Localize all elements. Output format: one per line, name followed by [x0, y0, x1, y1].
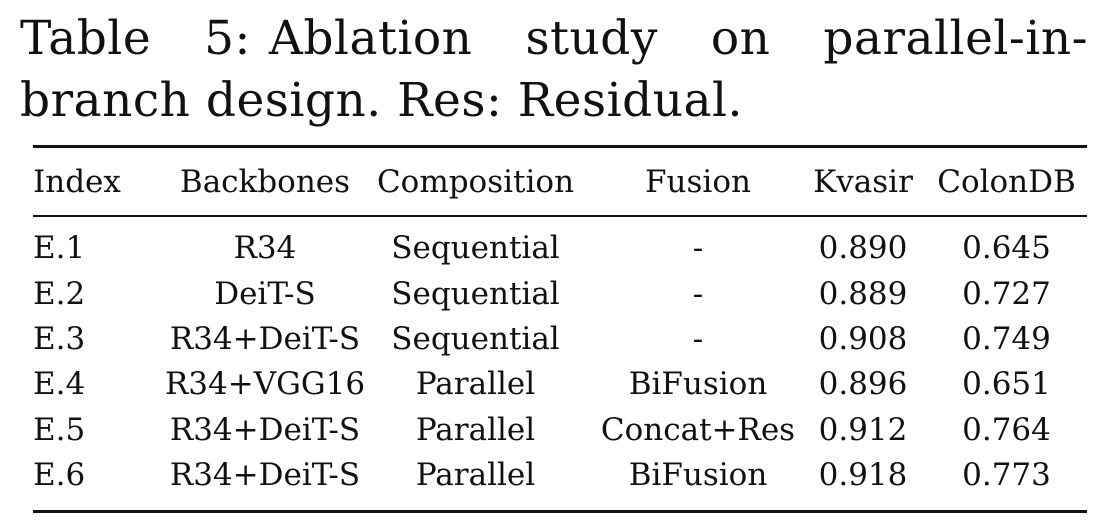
cell-composition: Sequential	[391, 230, 560, 266]
cell-fusion: BiFusion	[628, 457, 768, 493]
cell-colondb: 0.773	[962, 457, 1051, 493]
header-fusion: Fusion	[645, 164, 751, 200]
header-backbones: Backbones	[179, 164, 351, 200]
caption-text: Ablation study on parallel-in-branch des…	[20, 11, 1088, 128]
cell-colondb: 0.651	[962, 366, 1051, 402]
cell-kvasir: 0.896	[818, 366, 908, 402]
table-bottom-rule	[33, 510, 1087, 513]
table-header-rule	[33, 215, 1087, 217]
cell-kvasir: 0.889	[818, 276, 908, 312]
header-kvasir: Kvasir	[813, 164, 913, 200]
cell-index: E.4	[33, 366, 86, 402]
table-header-row: Index Backbones Composition Fusion Kvasi…	[33, 160, 1087, 204]
cell-backbones: R34+DeiT-S	[169, 412, 361, 448]
cell-index: E.2	[33, 276, 86, 312]
cell-kvasir: 0.890	[818, 230, 908, 266]
cell-composition: Sequential	[391, 276, 560, 312]
cell-kvasir: 0.912	[818, 412, 908, 448]
header-composition: Composition	[376, 164, 575, 200]
table-row: E.6 R34+DeiT-S Parallel BiFusion 0.918 0…	[33, 453, 1087, 497]
cell-composition: Sequential	[391, 321, 560, 357]
table-caption: Table 5: Ablation study on parallel-in-br…	[20, 8, 1088, 132]
header-index: Index	[33, 164, 121, 200]
cell-kvasir: 0.908	[818, 321, 908, 357]
cell-backbones: R34+VGG16	[164, 366, 366, 402]
cell-index: E.6	[33, 457, 86, 493]
cell-fusion: -	[692, 230, 704, 266]
cell-backbones: R34	[233, 230, 297, 266]
cell-index: E.3	[33, 321, 86, 357]
table-row: E.3 R34+DeiT-S Sequential - 0.908 0.749	[33, 317, 1087, 361]
cell-fusion: -	[692, 321, 704, 357]
table-row: E.4 R34+VGG16 Parallel BiFusion 0.896 0.…	[33, 362, 1087, 406]
cell-backbones: R34+DeiT-S	[169, 457, 361, 493]
cell-colondb: 0.727	[962, 276, 1051, 312]
cell-index: E.5	[33, 412, 86, 448]
cell-colondb: 0.645	[962, 230, 1051, 266]
cell-fusion: BiFusion	[628, 366, 768, 402]
cell-kvasir: 0.918	[818, 457, 908, 493]
cell-colondb: 0.749	[962, 321, 1051, 357]
cell-backbones: R34+DeiT-S	[169, 321, 361, 357]
header-colondb: ColonDB	[937, 164, 1076, 200]
cell-composition: Parallel	[415, 412, 536, 448]
table-row: E.2 DeiT-S Sequential - 0.889 0.727	[33, 272, 1087, 316]
table-top-rule	[33, 145, 1087, 148]
cell-fusion: Concat+Res	[600, 412, 796, 448]
cell-index: E.1	[33, 230, 86, 266]
cell-backbones: DeiT-S	[214, 276, 316, 312]
cell-colondb: 0.764	[962, 412, 1051, 448]
table-row: E.1 R34 Sequential - 0.890 0.645	[33, 226, 1087, 270]
cell-fusion: -	[692, 276, 704, 312]
caption-label: Table 5:	[20, 11, 251, 66]
cell-composition: Parallel	[415, 457, 536, 493]
table-row: E.5 R34+DeiT-S Parallel Concat+Res 0.912…	[33, 408, 1087, 452]
cell-composition: Parallel	[415, 366, 536, 402]
